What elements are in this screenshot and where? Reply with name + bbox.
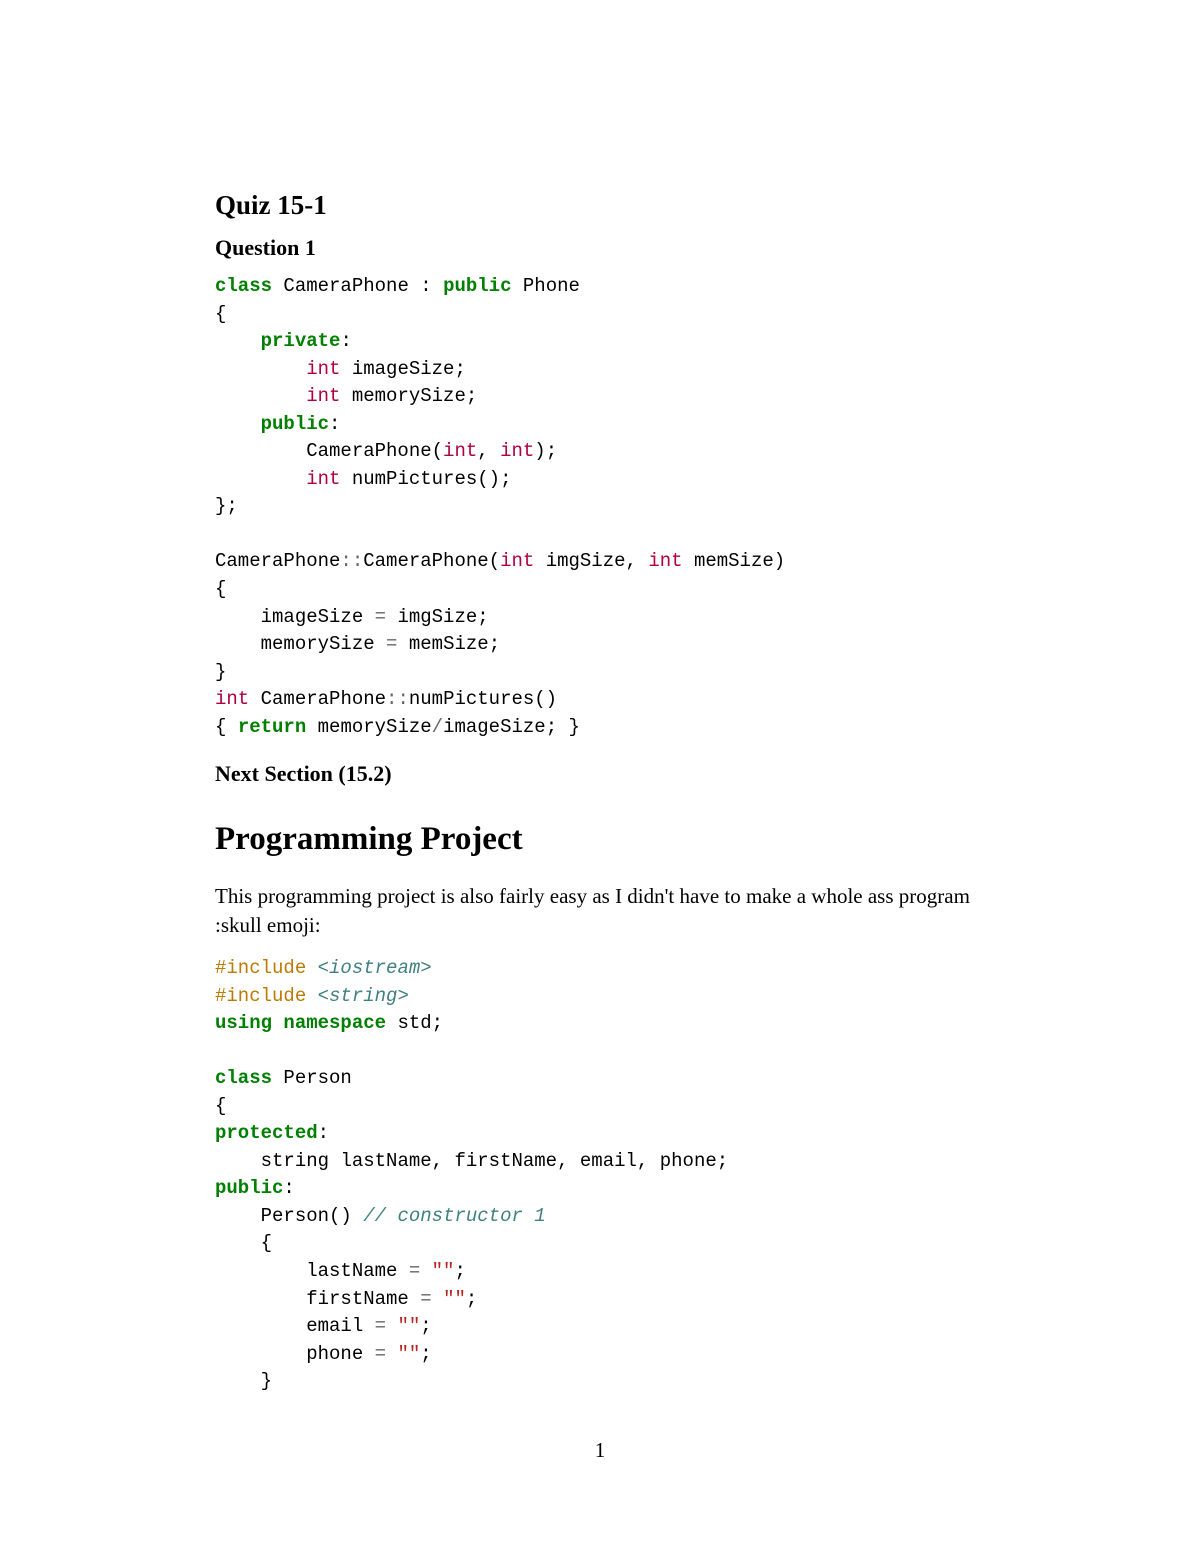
kw-protected: protected	[215, 1122, 318, 1144]
id-lastName: lastName	[306, 1260, 397, 1282]
str-empty: ""	[397, 1343, 420, 1365]
id-imageSize: imageSize	[352, 358, 455, 380]
str-empty: ""	[397, 1315, 420, 1337]
kw-public: public	[261, 413, 329, 435]
kw-public: public	[215, 1177, 283, 1199]
id-firstName: firstName	[454, 1150, 557, 1172]
heading-programming-project: Programming Project	[215, 821, 980, 858]
type-int: int	[648, 550, 682, 572]
id-CameraPhone: CameraPhone	[363, 550, 488, 572]
kw-return: return	[238, 716, 306, 738]
id-phone: phone	[306, 1343, 363, 1365]
type-int: int	[306, 468, 340, 490]
op-assign: =	[409, 1260, 420, 1282]
type-int: int	[500, 440, 534, 462]
scope-op: ::	[386, 688, 409, 710]
op-assign: =	[375, 1343, 386, 1365]
id-memorySize: memorySize	[318, 716, 432, 738]
id-memSize: memSize	[694, 550, 774, 572]
id-phone: phone	[660, 1150, 717, 1172]
id-numPictures: numPictures	[409, 688, 534, 710]
heading-question: Question 1	[215, 235, 980, 261]
type-int: int	[215, 688, 249, 710]
kw-public: public	[443, 275, 511, 297]
document-page: Quiz 15-1 Question 1 class CameraPhone :…	[0, 0, 1200, 1553]
id-email: email	[306, 1315, 363, 1337]
id-Phone: Phone	[523, 275, 580, 297]
op-assign: =	[375, 606, 386, 628]
type-int: int	[500, 550, 534, 572]
page-number: 1	[0, 1438, 1200, 1463]
kw-namespace: namespace	[283, 1012, 386, 1034]
op-assign: =	[420, 1288, 431, 1310]
type-int: int	[306, 358, 340, 380]
type-int: int	[306, 385, 340, 407]
pp-include: #include	[215, 957, 306, 979]
id-numPictures: numPictures	[352, 468, 477, 490]
str-empty: ""	[443, 1288, 466, 1310]
id-memorySize: memorySize	[261, 633, 375, 655]
type-int: int	[443, 440, 477, 462]
kw-class: class	[215, 275, 272, 297]
id-CameraPhone: CameraPhone	[306, 440, 431, 462]
id-imgSize: imgSize	[546, 550, 626, 572]
kw-class: class	[215, 1067, 272, 1089]
id-CameraPhone: CameraPhone	[283, 275, 408, 297]
code-block-2: #include <iostream> #include <string> us…	[215, 955, 980, 1396]
id-lastName: lastName	[340, 1150, 431, 1172]
heading-quiz: Quiz 15-1	[215, 190, 980, 221]
hdr-string: <string>	[318, 985, 409, 1007]
id-imageSize: imageSize	[443, 716, 546, 738]
pp-include: #include	[215, 985, 306, 1007]
id-memSize: memSize	[409, 633, 489, 655]
id-email: email	[580, 1150, 637, 1172]
id-memorySize: memorySize	[352, 385, 466, 407]
id-Person: Person	[261, 1205, 329, 1227]
str-empty: ""	[432, 1260, 455, 1282]
op-div: /	[432, 716, 443, 738]
id-Person: Person	[283, 1067, 351, 1089]
op-assign: =	[375, 1315, 386, 1337]
id-firstName: firstName	[306, 1288, 409, 1310]
intro-paragraph: This programming project is also fairly …	[215, 882, 980, 939]
code-block-1: class CameraPhone : public Phone { priva…	[215, 273, 980, 741]
hdr-iostream: <iostream>	[318, 957, 432, 979]
heading-next-section: Next Section (15.2)	[215, 761, 980, 787]
id-string: string	[261, 1150, 329, 1172]
comment-ctor1: // constructor 1	[363, 1205, 545, 1227]
id-imageSize: imageSize	[261, 606, 364, 628]
id-imgSize: imgSize	[397, 606, 477, 628]
id-CameraPhone: CameraPhone	[261, 688, 386, 710]
kw-private: private	[261, 330, 341, 352]
kw-using: using	[215, 1012, 272, 1034]
scope-op: ::	[340, 550, 363, 572]
id-CameraPhone: CameraPhone	[215, 550, 340, 572]
op-assign: =	[386, 633, 397, 655]
id-std: std	[397, 1012, 431, 1034]
